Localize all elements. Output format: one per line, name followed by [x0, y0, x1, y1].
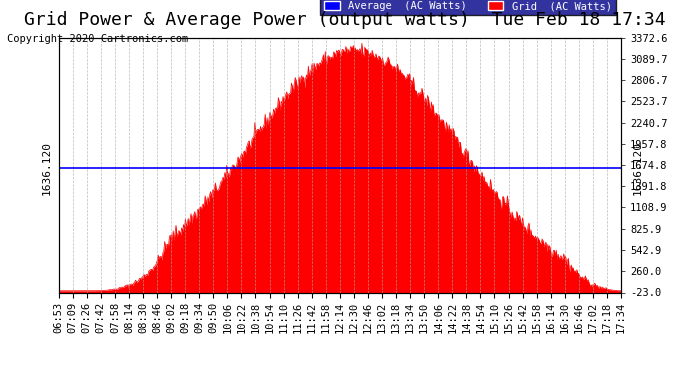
Text: Copyright 2020 Cartronics.com: Copyright 2020 Cartronics.com: [7, 34, 188, 44]
Text: Grid Power & Average Power (output watts)  Tue Feb 18 17:34: Grid Power & Average Power (output watts…: [24, 11, 666, 29]
Text: 1636.120: 1636.120: [632, 141, 642, 195]
Legend: Average  (AC Watts), Grid  (AC Watts): Average (AC Watts), Grid (AC Watts): [320, 0, 615, 15]
Text: 1636.120: 1636.120: [41, 141, 52, 195]
